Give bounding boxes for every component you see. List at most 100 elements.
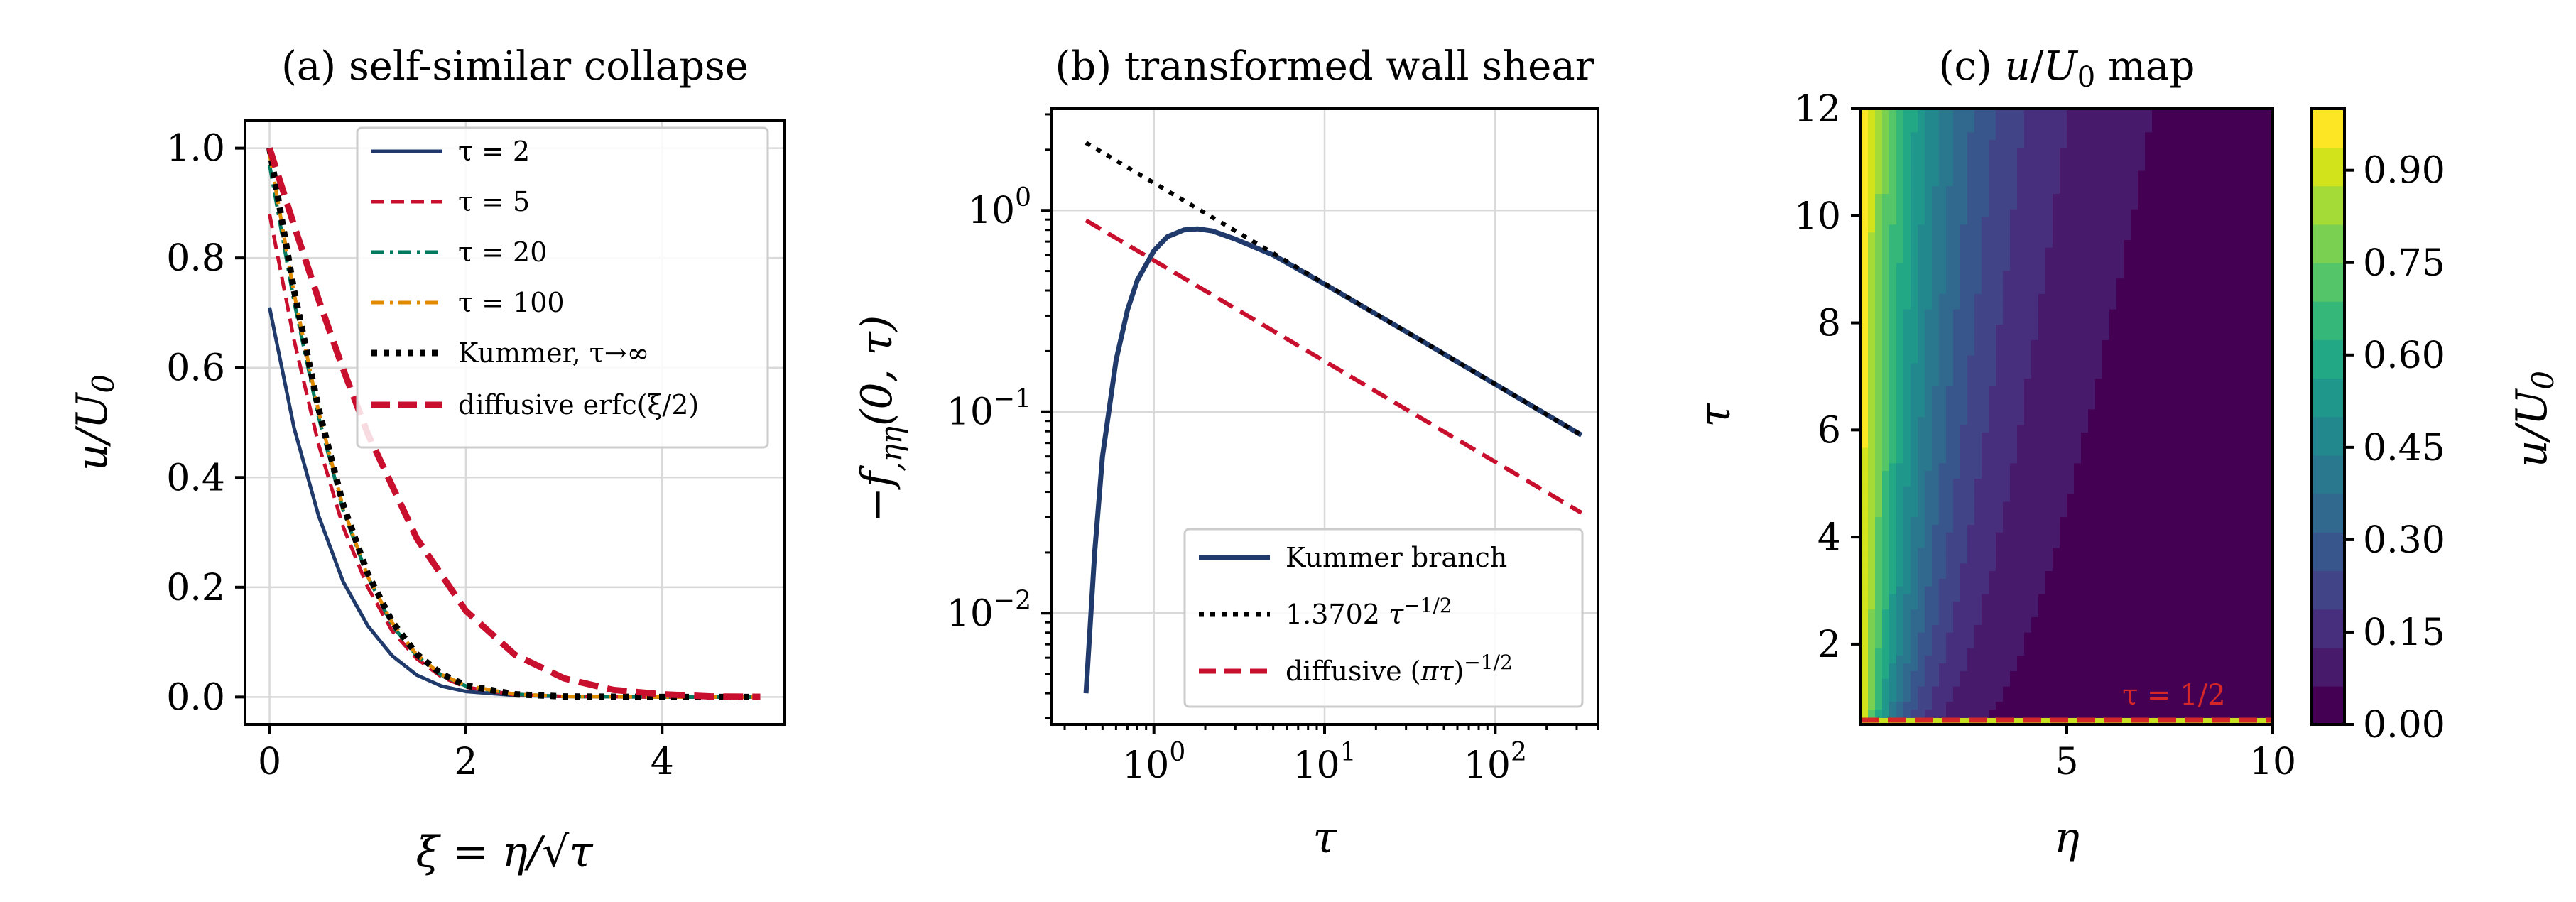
heat-cell xyxy=(1960,224,1968,233)
heat-cell xyxy=(2081,278,2089,286)
heat-cell xyxy=(2188,216,2195,225)
heat-cell xyxy=(2053,262,2060,271)
heat-cell xyxy=(1925,639,1933,648)
heat-cell xyxy=(2081,639,2089,648)
heat-cell xyxy=(2180,370,2188,379)
heat-cell xyxy=(2131,486,2138,494)
heat-cell xyxy=(2017,424,2025,433)
ytickb-label-0: 10−2 xyxy=(947,586,1031,635)
heat-cell xyxy=(2152,601,2160,610)
heat-cell xyxy=(2209,332,2217,340)
heat-cell xyxy=(2081,401,2089,410)
heat-cell xyxy=(2124,455,2131,464)
heat-cell xyxy=(1911,124,1918,133)
heat-cell xyxy=(1861,432,1869,440)
heat-cell xyxy=(1875,162,1883,171)
heat-cell xyxy=(2045,501,2053,510)
heat-cell xyxy=(1875,563,1883,571)
heat-cell xyxy=(1939,570,1947,579)
heat-cell xyxy=(1996,555,2004,564)
heat-cell xyxy=(1882,139,1890,148)
heat-cell xyxy=(2109,624,2117,633)
heat-cell xyxy=(2138,462,2146,472)
heat-cell xyxy=(2202,408,2210,418)
heat-cell xyxy=(1903,585,1911,594)
heat-cell xyxy=(1889,539,1897,548)
heat-cell xyxy=(1953,408,1961,418)
heat-cell xyxy=(1868,547,1876,556)
heat-cell xyxy=(2145,232,2153,240)
heat-cell xyxy=(1911,362,1918,371)
heat-cell xyxy=(2003,393,2011,402)
heat-cell xyxy=(2216,624,2224,633)
heat-cell xyxy=(1946,432,1954,440)
heat-cell xyxy=(2159,116,2167,125)
heat-cell xyxy=(2138,239,2146,248)
heat-cell xyxy=(2031,516,2039,525)
heat-cell xyxy=(2116,539,2124,548)
heat-cell xyxy=(2251,693,2259,702)
heat-cell xyxy=(2173,278,2181,286)
heat-cell xyxy=(1967,678,1975,687)
heat-cell xyxy=(1861,155,1869,163)
heat-cell xyxy=(1967,632,1975,641)
heat-cell xyxy=(2095,416,2103,425)
heat-cell xyxy=(2223,678,2231,687)
heat-cell xyxy=(2173,216,2181,225)
heat-cell xyxy=(2102,286,2110,294)
heat-cell xyxy=(2138,524,2146,533)
heat-cell xyxy=(1989,709,1996,717)
heat-cell xyxy=(2017,332,2025,340)
heat-cell xyxy=(2180,470,2188,479)
heat-cell xyxy=(2159,308,2167,317)
ytickc-label-0: 2 xyxy=(1817,624,1841,666)
heat-cell xyxy=(2209,216,2217,225)
heat-cell xyxy=(2003,416,2011,425)
heat-cell xyxy=(1925,447,1933,456)
heat-cell xyxy=(2102,509,2110,518)
heat-cell xyxy=(2124,647,2131,656)
heat-cell xyxy=(2017,470,2025,479)
heat-cell xyxy=(1861,147,1869,156)
heat-cell xyxy=(2138,116,2146,125)
heat-cell xyxy=(2038,609,2046,617)
heat-cell xyxy=(2244,270,2252,279)
heat-cell xyxy=(1989,547,1996,556)
heat-cell xyxy=(1868,354,1876,364)
heat-cell xyxy=(1889,532,1897,540)
heat-cell xyxy=(2003,432,2011,440)
heat-cell xyxy=(2031,585,2039,594)
heat-cell xyxy=(2145,109,2153,117)
heat-cell xyxy=(1868,616,1876,625)
heat-cell xyxy=(2109,709,2117,717)
heat-cell xyxy=(1882,185,1890,194)
heat-cell xyxy=(2202,493,2210,502)
heat-cell xyxy=(2202,447,2210,456)
heat-cell xyxy=(2188,639,2195,648)
heat-cell xyxy=(2088,624,2096,633)
heat-cell xyxy=(2017,401,2025,410)
heat-cell xyxy=(1953,709,1961,717)
heat-cell xyxy=(1967,347,1975,356)
heat-cell xyxy=(2237,678,2245,687)
heat-cell xyxy=(2180,286,2188,294)
heat-cell xyxy=(2159,270,2167,279)
heat-cell xyxy=(2202,416,2210,425)
heat-cell xyxy=(1911,432,1918,440)
heat-cell xyxy=(1939,709,1947,717)
heat-cell xyxy=(2116,462,2124,472)
heat-cell xyxy=(2159,354,2167,364)
heat-cell xyxy=(1918,378,1925,386)
heat-cell xyxy=(1889,378,1897,386)
heat-cell xyxy=(1967,516,1975,525)
heat-cell xyxy=(2145,478,2153,487)
heat-cell xyxy=(1925,393,1933,402)
heat-cell xyxy=(2195,162,2202,171)
heat-cell xyxy=(1882,570,1890,579)
heat-cell xyxy=(1882,147,1890,156)
heat-cell xyxy=(1889,131,1897,141)
heat-cell xyxy=(1953,178,1961,187)
heat-cell xyxy=(2074,563,2082,571)
heat-cell xyxy=(1911,709,1918,717)
heat-cell xyxy=(2173,254,2181,263)
